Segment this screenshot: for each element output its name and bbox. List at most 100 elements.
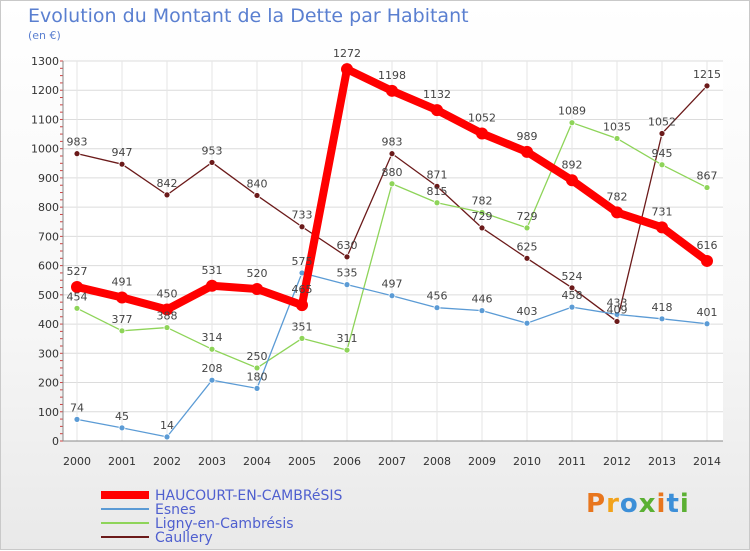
data-point [343, 346, 351, 354]
data-label: 880 [382, 166, 403, 179]
data-point [566, 174, 578, 187]
x-tick-label: 2001 [108, 455, 136, 468]
x-tick-label: 2000 [63, 455, 91, 468]
data-label: 1035 [603, 120, 631, 133]
y-tick-label: 500 [38, 289, 59, 302]
data-point [73, 415, 81, 423]
data-point [343, 281, 351, 289]
data-point [523, 319, 531, 327]
chart-unit: (en €) [28, 29, 61, 42]
y-tick-label: 600 [38, 260, 59, 273]
data-label: 74 [70, 401, 84, 414]
data-label: 314 [202, 331, 223, 344]
data-point [343, 253, 351, 261]
y-tick-label: 1000 [31, 143, 59, 156]
data-label: 575 [292, 255, 313, 268]
data-point [73, 304, 81, 312]
data-point [388, 180, 396, 188]
data-label: 454 [67, 290, 88, 303]
data-label: 456 [427, 290, 448, 303]
x-tick-label: 2013 [648, 455, 676, 468]
data-label: 418 [652, 301, 673, 314]
data-point [613, 311, 621, 318]
data-label: 535 [337, 267, 358, 280]
data-point [298, 223, 306, 231]
data-point [703, 320, 711, 328]
data-point [73, 150, 81, 158]
data-point [568, 303, 576, 311]
data-point [658, 130, 666, 137]
data-label: 983 [382, 136, 403, 149]
data-label: 953 [202, 144, 223, 157]
data-point [298, 334, 306, 342]
data-point [523, 224, 531, 232]
data-label: 458 [562, 289, 583, 302]
data-label: 433 [607, 296, 628, 309]
legend-label: HAUCOURT-EN-CAMBRéSIS [155, 488, 343, 504]
data-label: 782 [472, 194, 493, 207]
data-label: 983 [67, 136, 88, 149]
data-label: 945 [652, 147, 673, 160]
data-point [118, 327, 126, 335]
data-point [476, 127, 488, 140]
y-tick-label: 1200 [31, 84, 59, 97]
legend-label: Esnes [155, 502, 196, 518]
data-point [388, 292, 396, 300]
data-label: 729 [472, 210, 493, 223]
data-label: 497 [382, 278, 403, 291]
y-tick-label: 700 [38, 230, 59, 243]
x-tick-label: 2004 [243, 455, 271, 468]
data-label: 842 [157, 177, 178, 190]
x-tick-label: 2007 [378, 455, 406, 468]
data-label: 733 [292, 209, 313, 222]
data-point [253, 364, 261, 372]
data-label: 989 [517, 130, 538, 143]
x-tick-label: 2014 [693, 455, 721, 468]
x-tick-label: 2002 [153, 455, 181, 468]
data-label: 1272 [333, 47, 361, 60]
x-tick-label: 2006 [333, 455, 361, 468]
data-point [208, 159, 216, 166]
proxiti-logo: Proxiti [586, 489, 690, 519]
data-point [658, 161, 666, 169]
x-tick-label: 2009 [468, 455, 496, 468]
data-label: 351 [292, 320, 313, 333]
data-point [163, 433, 171, 441]
y-tick-label: 0 [52, 435, 59, 448]
data-label: 208 [202, 362, 223, 375]
data-label: 1198 [378, 69, 406, 82]
data-label: 465 [292, 283, 313, 296]
data-point [341, 63, 353, 76]
data-label: 840 [247, 177, 268, 190]
data-point [433, 199, 441, 207]
data-label: 180 [247, 370, 268, 383]
x-tick-label: 2012 [603, 455, 631, 468]
data-point [296, 299, 308, 312]
data-point [118, 424, 126, 432]
data-label: 815 [427, 185, 448, 198]
legend-label: Caullery [155, 530, 213, 546]
data-point [161, 303, 173, 316]
data-label: 531 [202, 264, 223, 277]
data-label: 1052 [468, 111, 496, 124]
data-point [703, 184, 711, 191]
plot-area [63, 61, 723, 441]
data-label: 446 [472, 293, 493, 306]
data-point [253, 384, 261, 392]
data-label: 403 [517, 305, 538, 318]
data-point [71, 280, 83, 293]
data-label: 731 [652, 205, 673, 218]
data-point [613, 135, 621, 142]
data-point [656, 221, 668, 234]
chart-title: Evolution du Montant de la Dette par Hab… [28, 5, 469, 27]
data-label: 450 [157, 287, 178, 300]
data-label: 377 [112, 313, 133, 326]
x-tick-label: 2008 [423, 455, 451, 468]
data-label: 625 [517, 240, 538, 253]
data-point [478, 307, 486, 315]
data-point [523, 254, 531, 262]
data-point [431, 104, 443, 117]
x-tick-label: 2003 [198, 455, 226, 468]
